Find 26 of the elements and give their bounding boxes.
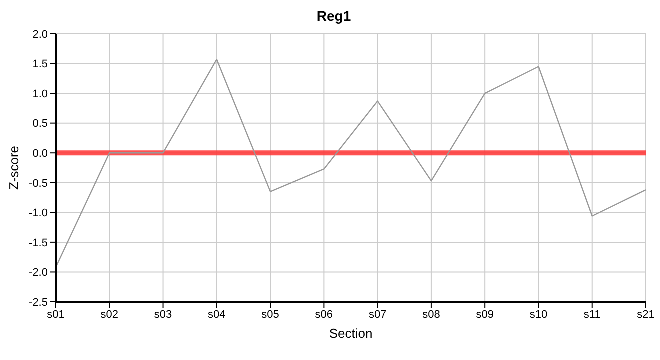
x-axis-title: Section [329,326,373,341]
y-tick-label: 1.0 [32,88,48,100]
x-tick-label: s03 [154,308,172,321]
x-tick-label: s07 [368,308,387,321]
y-tick-label: -2.0 [29,267,48,280]
y-tick-label: 1.5 [32,58,48,71]
x-tick-label: s11 [584,308,601,321]
x-tick-label: s04 [208,308,226,321]
x-tick-label: s05 [262,308,280,321]
y-tick-label: 2.0 [32,28,48,41]
x-tick-label: s02 [100,308,119,321]
x-tick-label: s21 [637,308,655,321]
y-tick-label: -2.5 [29,296,48,309]
x-tick-label: s10 [530,308,548,321]
x-tick-label: s06 [315,308,334,321]
line-series [56,59,646,268]
x-tick-label: s08 [422,308,440,321]
y-tick-label: 0.0 [32,148,48,160]
x-tick-label: s09 [476,308,494,321]
y-axis-title: Z-score [6,146,22,190]
y-tick-label: -1.5 [29,237,48,250]
y-tick-label: -0.5 [29,178,48,190]
chart-title: Reg1 [316,8,352,26]
y-tick-label: 0.5 [32,118,48,130]
y-tick-label: -1.0 [29,208,48,220]
x-tick-label: s01 [47,308,65,321]
